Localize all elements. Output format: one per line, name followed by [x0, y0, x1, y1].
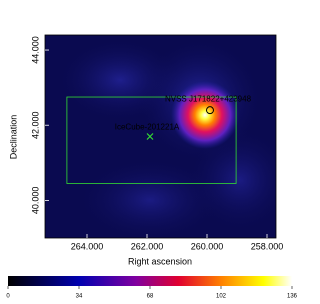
- x-tick-label: 264.000: [71, 241, 104, 251]
- colorbar-tick-label: 0: [6, 294, 10, 300]
- colorbar: [8, 276, 292, 286]
- chart: Right ascension Declination 264.000 262.0…: [6, 34, 298, 300]
- x-tick-label: 260.000: [191, 241, 224, 251]
- x-tick-label: 262.000: [131, 241, 164, 251]
- colorbar-tick-label: 136: [287, 294, 298, 300]
- colorbar-tick-label: 68: [147, 294, 154, 300]
- source-marker: [206, 106, 214, 115]
- y-tick-label: 40.000: [30, 187, 40, 215]
- source-label: IceCube-201221A: [115, 123, 180, 132]
- x-axis-label: Right ascension: [128, 256, 192, 266]
- source-label: NVSS J171822+423948: [165, 94, 252, 103]
- sky-map: [45, 35, 276, 238]
- y-tick-label: 42.000: [30, 111, 40, 139]
- y-axis-label: Declination: [8, 115, 18, 160]
- x-tick-label: 258.000: [251, 241, 284, 251]
- y-tick-label: 44.000: [30, 36, 40, 64]
- colorbar-tick-label: 102: [216, 294, 227, 300]
- colorbar-tick-label: 34: [76, 294, 83, 300]
- source-marker: [146, 133, 154, 140]
- plot-frame: [44, 34, 277, 239]
- region-box: [66, 96, 237, 184]
